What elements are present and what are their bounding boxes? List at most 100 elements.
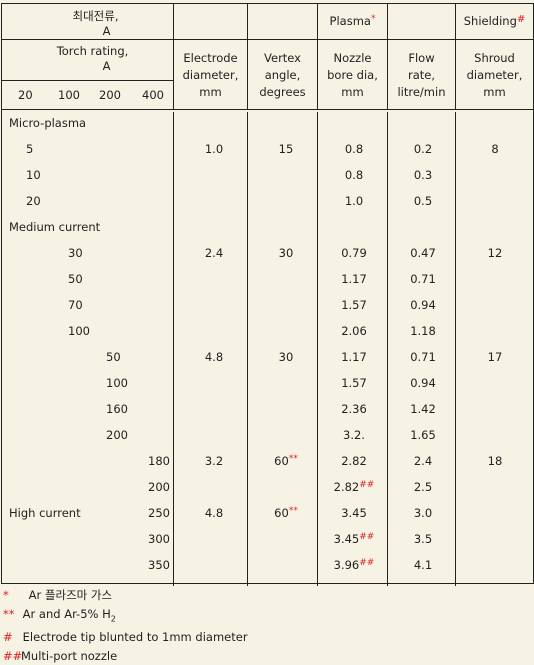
column-divider xyxy=(247,112,248,586)
electrode-diameter-value: 1.0 xyxy=(204,142,224,156)
flow-rate-value: 0.94 xyxy=(410,376,436,390)
current-tick: 400 xyxy=(142,88,164,102)
current-value: 250 xyxy=(148,506,170,520)
footnote-mark: ** xyxy=(288,506,298,516)
vertex-angle-value: 15 xyxy=(278,142,294,156)
nozzle-bore-value: 3.96## xyxy=(333,558,375,572)
current-value: 70 xyxy=(68,298,83,312)
flow-rate-value: 0.3 xyxy=(413,168,433,182)
footnote-text: Multi-port nozzle xyxy=(21,648,118,663)
header-line: angle, xyxy=(264,68,301,82)
empty-header-cell xyxy=(387,3,456,40)
vertex-angle-value: 60** xyxy=(274,506,298,520)
nozzle-bore-value: 0.8 xyxy=(344,168,364,182)
nozzle-bore-value: 1.0 xyxy=(344,194,364,208)
korean-current-unit: A xyxy=(102,24,111,38)
current-tick: 20 xyxy=(18,88,33,102)
vertex-angle-value: 30 xyxy=(278,350,294,364)
header-line: mm xyxy=(483,85,506,99)
current-tick: 200 xyxy=(99,88,121,102)
header-line: diameter, xyxy=(466,68,523,82)
current-value: 300 xyxy=(148,532,170,546)
empty-header-cell xyxy=(173,3,248,40)
footnote-mark: ** xyxy=(3,606,15,621)
header-line: litre/min xyxy=(397,85,446,99)
nozzle-bore-value: 1.57 xyxy=(341,376,367,390)
current-value: 20 xyxy=(26,194,41,208)
empty-header-cell xyxy=(247,3,318,40)
footnote-text: Ar and Ar-5% H xyxy=(22,606,111,621)
flow-rate-value: 2.5 xyxy=(413,480,433,494)
flow-rate-value: 1.65 xyxy=(410,428,436,442)
column-divider xyxy=(455,112,456,586)
plasma-torch-table: 최대전류, A Plasma* Shielding# Torch rating,… xyxy=(1,3,534,584)
footnote-mark: * xyxy=(3,588,9,602)
flow-rate-value: 0.71 xyxy=(410,272,436,286)
header-line: rate, xyxy=(407,68,435,82)
footnote: ##Multi-port nozzle xyxy=(3,647,533,665)
flow-rate-value: 0.94 xyxy=(410,298,436,312)
shielding-group-header: Shielding# xyxy=(455,3,534,40)
header-line: Flow xyxy=(408,51,435,65)
flow-rate-value: 3.5 xyxy=(413,532,433,546)
current-value: 30 xyxy=(68,246,83,260)
shroud-diameter-header: Shroud diameter, mm xyxy=(455,39,534,110)
torch-rating-header: Torch rating, A 20 100 200 400 xyxy=(1,39,174,110)
torch-rating-label: Torch rating, xyxy=(56,44,129,58)
nozzle-bore-value: 2.36 xyxy=(341,402,367,416)
flow-rate-value: 0.47 xyxy=(410,246,436,260)
flow-rate-value: 4.1 xyxy=(413,558,433,572)
shroud-diameter-value: 18 xyxy=(487,454,503,468)
footnote-mark: ## xyxy=(3,648,23,663)
footnote-text: Ar 플라즈마 가스 xyxy=(28,588,113,602)
nozzle-bore-value: 1.17 xyxy=(341,272,367,286)
footnote-subscript: 2 xyxy=(110,613,116,623)
nozzle-bore-value: 3.2. xyxy=(343,428,365,442)
flow-rate-header: Flow rate, litre/min xyxy=(387,39,456,110)
electrode-diameter-value: 3.2 xyxy=(204,454,224,468)
flow-rate-value: 0.2 xyxy=(413,142,433,156)
header-line: mm xyxy=(199,85,222,99)
table-body-rows: Micro-plasma Medium current High current… xyxy=(2,110,533,584)
header-line: Shroud xyxy=(474,51,515,65)
nozzle-bore-value: 0.79 xyxy=(341,246,367,260)
footnote-mark: ## xyxy=(359,558,375,568)
current-value: 100 xyxy=(68,324,90,338)
footnotes: * Ar 플라즈마 가스 ** Ar and Ar-5% H2 # Electr… xyxy=(3,586,533,665)
shielding-label: Shielding xyxy=(463,14,517,28)
current-value: 200 xyxy=(148,480,170,494)
nozzle-bore-value: 3.45## xyxy=(333,532,375,546)
section-label-high: High current xyxy=(9,506,81,520)
current-tick: 100 xyxy=(58,88,80,102)
section-label-micro: Micro-plasma xyxy=(9,116,87,130)
current-value: 10 xyxy=(26,168,41,182)
current-value: 350 xyxy=(148,558,170,572)
header-line: degrees xyxy=(259,85,306,99)
nozzle-bore-value: 1.57 xyxy=(341,298,367,312)
flow-rate-value: 3.0 xyxy=(413,506,433,520)
current-value: 160 xyxy=(106,402,128,416)
nozzle-bore-value: 2.82 xyxy=(341,454,367,468)
korean-current-header: 최대전류, A xyxy=(1,3,174,40)
electrode-diameter-value: 4.8 xyxy=(204,506,224,520)
column-divider xyxy=(317,112,318,586)
footnote-mark: # xyxy=(3,630,13,645)
header-line: Electrode xyxy=(183,51,238,65)
nozzle-bore-value: 2.82## xyxy=(333,480,375,494)
nozzle-bore-header: Nozzle bore dia, mm xyxy=(317,39,388,110)
nozzle-bore-value: 3.45 xyxy=(341,506,367,520)
column-divider xyxy=(173,112,174,586)
nozzle-bore-value: 0.8 xyxy=(344,142,364,156)
shroud-diameter-value: 12 xyxy=(487,246,503,260)
header-line: diameter, xyxy=(182,68,239,82)
header-line: Nozzle xyxy=(333,51,372,65)
current-scale: 20 100 200 400 xyxy=(2,80,173,109)
vertex-angle-value: 30 xyxy=(278,246,294,260)
vertex-angle-value: 60** xyxy=(274,454,298,468)
flow-rate-value: 1.42 xyxy=(410,402,436,416)
vertex-angle-header: Vertex angle, degrees xyxy=(247,39,318,110)
header-line: bore dia, xyxy=(327,68,378,82)
current-value: 200 xyxy=(106,428,128,442)
electrode-diameter-header: Electrode diameter, mm xyxy=(173,39,248,110)
nozzle-bore-value: 2.06 xyxy=(341,324,367,338)
